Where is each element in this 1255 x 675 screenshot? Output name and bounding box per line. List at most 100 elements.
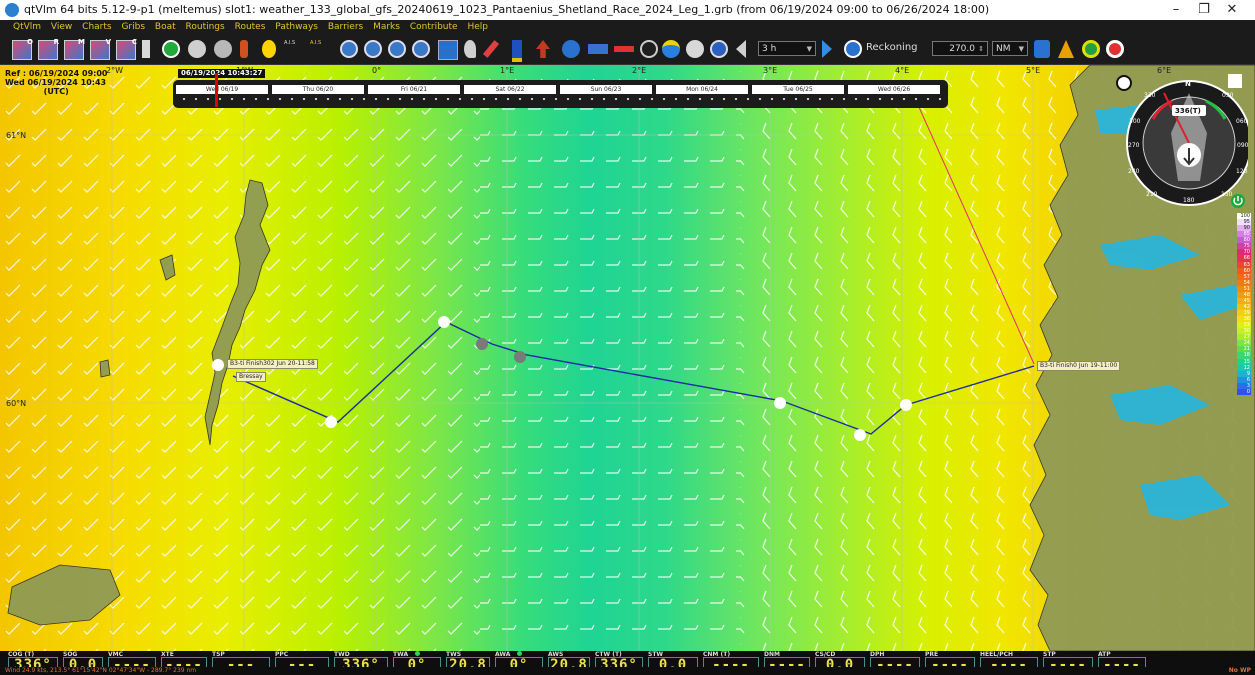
target-icon[interactable] (1082, 40, 1100, 58)
wind-scale-step: 80 (1237, 237, 1251, 244)
ais-color-icon[interactable]: A.I.S (310, 40, 332, 58)
menu-boat[interactable]: Boat (154, 22, 176, 32)
grib-o-button[interactable]: O (12, 38, 33, 60)
menu-pathways[interactable]: Pathways (275, 22, 318, 32)
menu-routes[interactable]: Routes (234, 22, 266, 32)
unit-value: NM (996, 44, 1011, 54)
menu-marks[interactable]: Marks (373, 22, 400, 32)
warning-icon[interactable] (1058, 40, 1074, 58)
power-icon[interactable] (1230, 193, 1246, 209)
menu-routings[interactable]: Routings (185, 22, 225, 32)
menu-barriers[interactable]: Barriers (327, 22, 364, 32)
timeline-day[interactable]: Wed 06/26 (848, 85, 940, 94)
menu-view[interactable]: View (50, 22, 73, 32)
timeline-day[interactable]: Fri 06/21 (368, 85, 460, 94)
previous-step-icon[interactable] (736, 40, 746, 58)
menu-charts[interactable]: Charts (82, 22, 112, 32)
instrument-label: XTE (161, 651, 174, 658)
clock-icon[interactable] (214, 40, 232, 58)
grib-o-letter: O (27, 38, 33, 46)
next-step-icon[interactable] (822, 40, 832, 58)
map-select-icon[interactable] (438, 40, 458, 60)
close-button[interactable]: ✕ (1226, 2, 1238, 17)
waypoint-label-finish[interactable]: B3-ti Finish302 Jun 20-11:58 (227, 359, 318, 369)
menu-qtvlm[interactable]: QtVlm (13, 22, 42, 32)
search-icon[interactable] (464, 40, 476, 58)
longitude-label: 6°E (1157, 66, 1172, 75)
waypoint-label-bressay[interactable]: Bressay (236, 372, 266, 382)
timeline-day[interactable]: Mon 06/24 (656, 85, 748, 94)
go-to-boat-icon[interactable] (162, 40, 180, 58)
minimize-button[interactable]: – (1172, 2, 1180, 17)
compass-icon[interactable] (188, 40, 206, 58)
wind-scale-step: 45 (1237, 297, 1251, 304)
wind-scale-step: 85 (1237, 231, 1251, 238)
grib-c-button[interactable]: C (116, 38, 137, 60)
restore-button[interactable]: ❐ (1198, 2, 1210, 17)
instrument-label: SOG (63, 651, 78, 658)
menu-contribute[interactable]: Contribute (409, 22, 458, 32)
timeline-day[interactable]: Wed 06/19 (176, 85, 268, 94)
ais-icon[interactable]: A.I.S (284, 40, 306, 58)
wind-scale-step: 54 (1237, 279, 1251, 286)
wind-scale-step: 63 (1237, 261, 1251, 268)
timeline-day[interactable]: Sat 06/22 (464, 85, 556, 94)
waypoint-label-start[interactable]: B3-ti Finish0 Jun 19-11:00 (1037, 361, 1121, 371)
timeline-day[interactable]: Sun 06/23 (560, 85, 652, 94)
grib-r-button[interactable]: R (38, 38, 59, 60)
compass-mark: 030 (1222, 92, 1234, 99)
route-point-markers (212, 316, 912, 441)
compass-mark: 180 (1183, 197, 1195, 204)
pole-icon[interactable] (512, 40, 522, 62)
time-slider[interactable]: Wed 06/19 Thu 06/20 Fri 06/21 Sat 06/22 … (173, 80, 948, 108)
zoom-out-icon[interactable] (364, 40, 382, 58)
track-icon[interactable] (614, 46, 634, 52)
compass-mark: 300 (1129, 118, 1141, 125)
wind-arrow-icon (1183, 148, 1195, 166)
unit-select[interactable]: NM ▼ (992, 41, 1028, 56)
zoom-fit-icon[interactable] (388, 40, 406, 58)
route-icon[interactable] (562, 40, 580, 58)
chart-map[interactable]: Ref : 06/19/2024 09:00 Wed 06/19/2024 10… (0, 65, 1255, 651)
route-marker-start (212, 359, 224, 371)
mast-icon[interactable] (240, 40, 248, 58)
timezone-line: (UTC) (43, 87, 69, 96)
timeline-day[interactable]: Tue 06/25 (752, 85, 844, 94)
wind-scale-step: 12 (1237, 364, 1251, 371)
alarm-icon[interactable] (1034, 40, 1050, 58)
heading-spinbox[interactable]: 270.0 ⇕ (932, 41, 988, 56)
instrument-label: DNM (764, 651, 780, 658)
barrier-icon[interactable] (588, 44, 608, 54)
route-layer (212, 86, 1035, 441)
compass-mark: 240 (1128, 168, 1140, 175)
barometer-icon[interactable] (142, 40, 150, 58)
play-icon[interactable] (844, 40, 862, 58)
instrument-label: TSP (212, 651, 225, 658)
instrument-label: DPH (870, 651, 885, 658)
arrow-icon[interactable] (536, 40, 550, 58)
lifebuoy-icon[interactable] (1106, 40, 1124, 58)
route-polyline (232, 321, 1035, 435)
settings-circle-icon[interactable] (686, 40, 704, 58)
menu-gribs[interactable]: Gribs (121, 22, 146, 32)
wind-scale-step: 33 (1237, 322, 1251, 329)
refresh-icon[interactable] (640, 40, 658, 58)
instrument-label: CTW (T) (595, 651, 622, 658)
time-step-select[interactable]: 3 h ▼ (758, 41, 816, 56)
zoom-select-icon[interactable] (412, 40, 430, 58)
grib-m-button[interactable]: M (64, 38, 85, 60)
timeline-day[interactable]: Thu 06/20 (272, 85, 364, 94)
longitude-label: 5°E (1026, 66, 1041, 75)
longitude-label: 2°W (106, 66, 123, 75)
wind-scale-step: 15 (1237, 358, 1251, 365)
heading-line (909, 86, 1035, 365)
weather-icon[interactable] (662, 40, 680, 58)
pencil-icon[interactable] (482, 40, 500, 58)
timeline-cursor[interactable] (215, 73, 218, 107)
grib-v-button[interactable]: V (90, 38, 111, 60)
bulb-icon[interactable] (262, 40, 276, 58)
boat-circle-icon[interactable] (710, 40, 728, 58)
zoom-in-icon[interactable] (340, 40, 358, 58)
menu-help[interactable]: Help (467, 22, 488, 32)
compass-widget[interactable]: N 030 060 090 120 150 180 210 240 270 30… (1112, 71, 1248, 207)
